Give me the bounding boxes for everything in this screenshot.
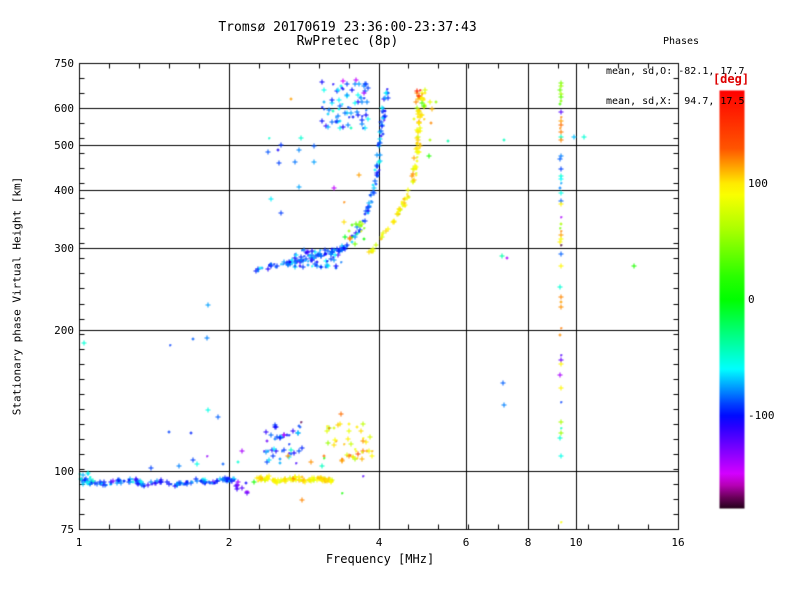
phases-header: Phases: [662, 36, 700, 47]
plot-title: Tromsø 20170619 23:36:00-23:37:43: [218, 20, 477, 35]
y-axis-tick-label: 100: [54, 465, 74, 478]
y-axis-tick-label: 75: [60, 523, 74, 536]
x-axis-tick-label: 4: [375, 536, 383, 549]
y-axis-tick-label: 750: [54, 57, 74, 70]
x-axis-tick-label: 1: [75, 536, 83, 549]
y-axis-label: Stationary phase Virtual Height [km]: [10, 176, 24, 416]
phases-x-mode-stats: mean, sd,X: 94.7, 17.5: [606, 96, 745, 107]
x-axis-label: Frequency [MHz]: [325, 552, 435, 566]
x-axis-tick-label: 6: [462, 536, 470, 549]
y-axis-tick-label: 600: [54, 102, 74, 115]
y-axis-tick-label: 400: [54, 184, 74, 197]
x-axis-tick-label: 10: [569, 536, 583, 549]
phase-statistics-block: Phases mean, sd,O: -82.1, 17.7 mean, sd,…: [606, 17, 756, 127]
x-axis-tick-label: 2: [225, 536, 233, 549]
y-axis-tick-label: 300: [54, 242, 74, 255]
y-axis-tick-label: 500: [54, 139, 74, 152]
colorbar-unit-label: [deg]: [712, 72, 750, 86]
colorbar-tick-label: 0: [748, 293, 755, 306]
colorbar-tick-label: 100: [748, 177, 768, 190]
x-axis-tick-label: 8: [524, 536, 532, 549]
colorbar-tick-label: -100: [748, 409, 775, 422]
y-axis-tick-label: 200: [54, 324, 74, 337]
x-axis-tick-label: 16: [671, 536, 685, 549]
phases-o-mode-stats: mean, sd,O: -82.1, 17.7: [606, 66, 745, 77]
plot-subtitle: RwPretec (8p): [296, 34, 399, 49]
